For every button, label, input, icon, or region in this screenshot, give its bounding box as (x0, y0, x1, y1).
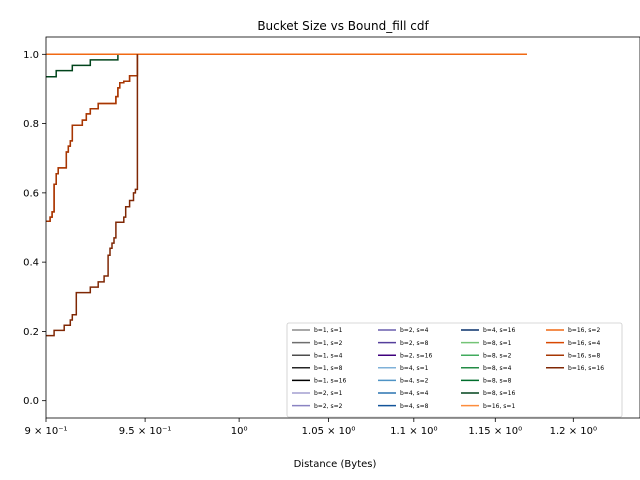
chart-title: Bucket Size vs Bound_fill cdf (257, 19, 429, 33)
x-tick-label-7: 1.2 × 10⁰ (550, 426, 597, 437)
legend-label-22: b=16, s=2 (568, 327, 600, 334)
legend-label-6: b=2, s=1 (314, 390, 343, 397)
x-tick-label-6: 1.15 × 10⁰ (468, 426, 522, 437)
x-tick-label-3: 10⁰ (231, 426, 248, 437)
y-axis-ticks: 0.0 0.2 0.4 0.6 0.8 1.0 (23, 50, 46, 407)
legend-label-25: b=16, s=16 (568, 365, 604, 372)
legend-label-10: b=2, s=16 (400, 352, 432, 359)
x-tick-label-5: 1.1 × 10⁰ (390, 426, 437, 437)
series-line-24 (46, 54, 139, 223)
x-axis-ticks: 9 × 10⁻¹ 9.5 × 10⁻¹ 10⁰ 1.05 × 10⁰ 1.1 × 10⁰… (24, 418, 597, 437)
x-tick-label-4: 1.05 × 10⁰ (302, 426, 356, 437)
legend-label-17: b=8, s=2 (483, 352, 512, 359)
y-tick-label-1: 0.0 (23, 396, 39, 407)
legend-box (286, 322, 623, 418)
legend-label-9: b=2, s=8 (400, 340, 429, 347)
y-tick-label-2: 0.2 (23, 327, 39, 338)
plot-lines (46, 53, 527, 337)
legend-label-13: b=4, s=4 (400, 390, 429, 397)
legend-label-8: b=2, s=4 (400, 327, 429, 334)
series-line-25 (46, 54, 139, 337)
legend-label-16: b=8, s=1 (483, 340, 512, 347)
x-tick-label-2: 9.5 × 10⁻¹ (119, 426, 172, 437)
legend-label-1: b=1, s=1 (314, 327, 343, 334)
legend: b=1, s=1 b=1, s=2 b=1, s=4 b=1, s=8 b=1, s=1… (286, 322, 623, 418)
legend-label-5: b=1, s=16 (314, 378, 346, 385)
series-line-20 (46, 53, 527, 78)
legend-label-18: b=8, s=4 (483, 365, 512, 372)
legend-label-19: b=8, s=8 (483, 378, 512, 385)
y-tick-label-4: 0.6 (23, 188, 39, 199)
legend-label-11: b=4, s=1 (400, 365, 429, 372)
legend-label-20: b=8, s=16 (483, 390, 515, 397)
legend-label-12: b=4, s=2 (400, 378, 429, 385)
y-tick-label-3: 0.4 (23, 258, 39, 269)
x-axis-label: Distance (Bytes) (294, 459, 377, 470)
legend-label-7: b=2, s=2 (314, 403, 343, 410)
legend-label-3: b=1, s=4 (314, 352, 343, 359)
plot-frame (45, 36, 640, 419)
y-tick-label-5: 0.8 (23, 119, 39, 130)
legend-label-21: b=16, s=1 (483, 403, 515, 410)
legend-label-14: b=4, s=8 (400, 403, 429, 410)
legend-label-23: b=16, s=4 (568, 340, 600, 347)
legend-label-4: b=1, s=8 (314, 365, 343, 372)
x-tick-label-1: 9 × 10⁻¹ (24, 426, 67, 437)
legend-label-2: b=1, s=2 (314, 340, 343, 347)
legend-label-24: b=16, s=8 (568, 352, 600, 359)
y-tick-label-6: 1.0 (23, 50, 39, 61)
legend-label-15: b=4, s=16 (483, 327, 515, 334)
series-line-23 (46, 75, 136, 223)
